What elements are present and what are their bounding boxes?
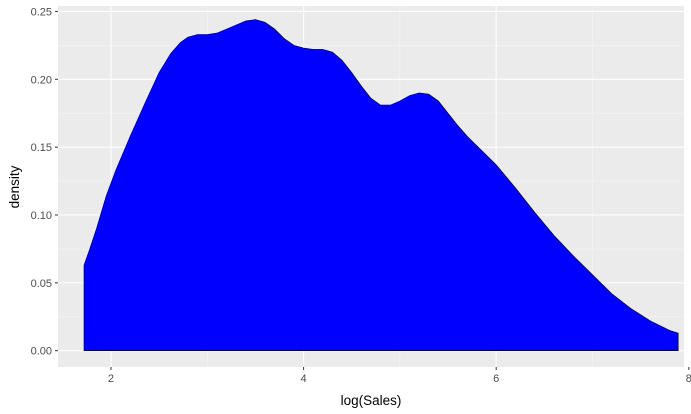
y-tick-label: 0.05 — [31, 278, 52, 290]
x-tick-label: 4 — [301, 373, 307, 385]
y-tick-label: 0.10 — [31, 210, 52, 222]
x-tick-label: 6 — [493, 373, 499, 385]
y-tick-label: 0.20 — [31, 74, 52, 86]
y-axis-ticks: 0.00 0.05 0.10 0.15 0.20 0.25 — [31, 6, 58, 358]
y-axis-title: density — [7, 165, 22, 208]
x-axis-ticks: 2 4 6 8 — [108, 367, 691, 385]
y-tick-label: 0.00 — [31, 346, 52, 358]
x-axis-title: log(Sales) — [341, 393, 402, 408]
y-tick-label: 0.15 — [31, 142, 52, 154]
density-area — [83, 19, 679, 351]
x-tick-label: 2 — [108, 373, 114, 385]
x-tick-label: 8 — [686, 373, 691, 385]
y-tick-label: 0.25 — [31, 6, 52, 18]
